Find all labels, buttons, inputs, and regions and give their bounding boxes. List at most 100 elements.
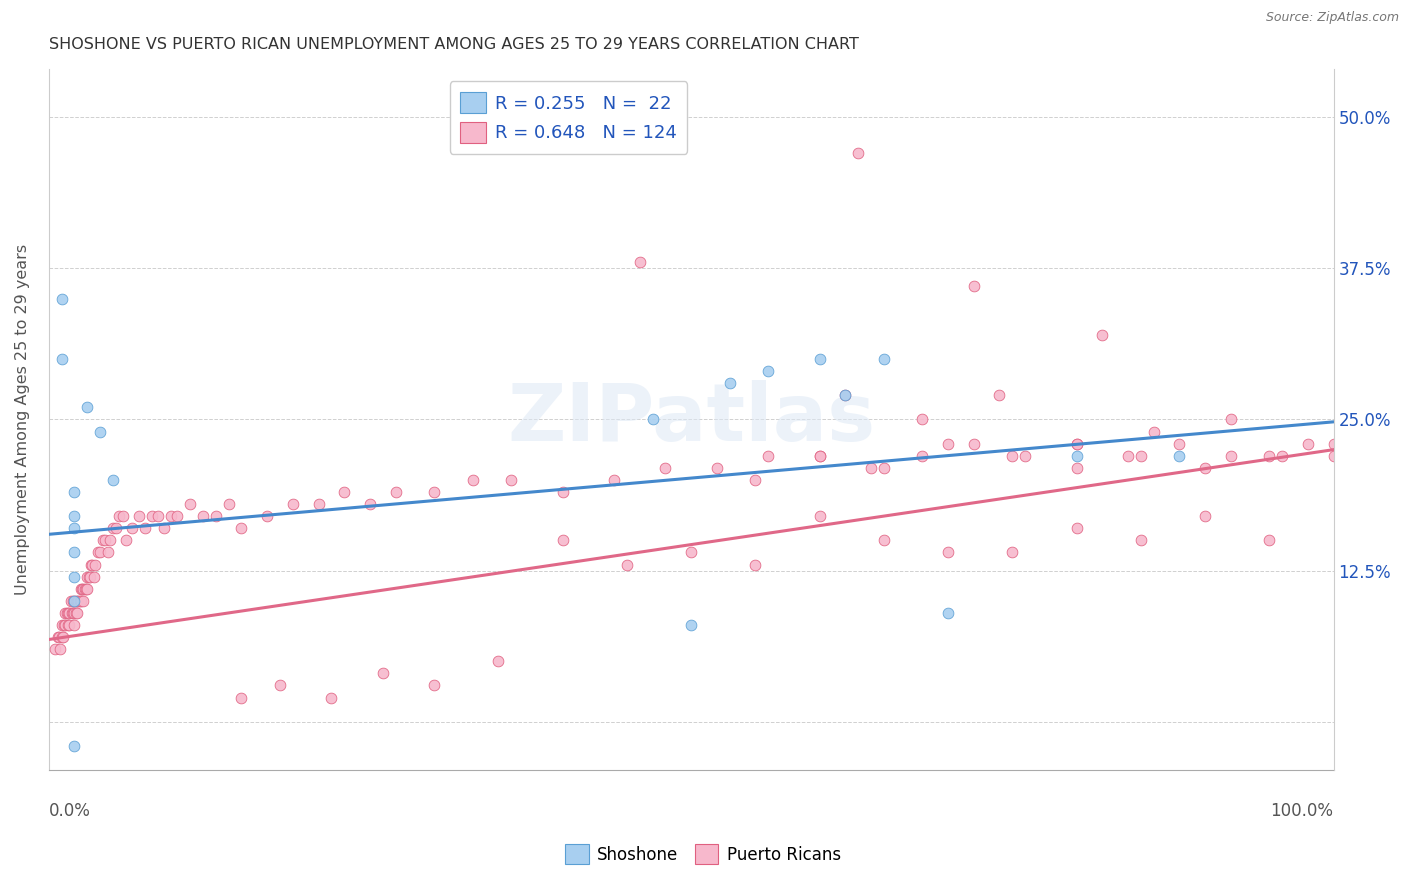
Point xyxy=(104,521,127,535)
Point xyxy=(121,521,143,535)
Point xyxy=(159,509,181,524)
Point xyxy=(654,460,676,475)
Point xyxy=(56,618,79,632)
Point xyxy=(1194,509,1216,524)
Point xyxy=(86,545,108,559)
Point xyxy=(66,606,89,620)
Point xyxy=(1168,449,1191,463)
Point xyxy=(76,569,98,583)
Point xyxy=(63,618,86,632)
Point xyxy=(988,388,1011,402)
Point xyxy=(616,558,638,572)
Point xyxy=(1066,436,1088,450)
Point xyxy=(706,460,728,475)
Point xyxy=(60,606,83,620)
Point xyxy=(101,521,124,535)
Point xyxy=(269,678,291,692)
Point xyxy=(84,558,107,572)
Point xyxy=(62,594,84,608)
Point xyxy=(63,594,86,608)
Point xyxy=(384,485,406,500)
Point xyxy=(1219,449,1241,463)
Point xyxy=(756,449,779,463)
Text: SHOSHONE VS PUERTO RICAN UNEMPLOYMENT AMONG AGES 25 TO 29 YEARS CORRELATION CHAR: SHOSHONE VS PUERTO RICAN UNEMPLOYMENT AM… xyxy=(49,37,859,53)
Point xyxy=(153,521,176,535)
Point xyxy=(936,436,959,450)
Point xyxy=(134,521,156,535)
Point xyxy=(48,630,70,644)
Point xyxy=(44,642,66,657)
Point xyxy=(75,582,97,596)
Point xyxy=(51,292,73,306)
Point xyxy=(63,569,86,583)
Point xyxy=(58,606,80,620)
Text: ZIPatlas: ZIPatlas xyxy=(508,380,876,458)
Point xyxy=(77,569,100,583)
Point xyxy=(1322,449,1344,463)
Point xyxy=(873,533,896,548)
Point xyxy=(1322,436,1344,450)
Point xyxy=(80,558,103,572)
Point xyxy=(63,606,86,620)
Point xyxy=(808,449,831,463)
Point xyxy=(97,545,120,559)
Point xyxy=(69,594,91,608)
Point xyxy=(1001,449,1024,463)
Point xyxy=(423,485,446,500)
Point xyxy=(1129,449,1152,463)
Point xyxy=(72,582,94,596)
Point xyxy=(114,533,136,548)
Point xyxy=(56,606,79,620)
Point xyxy=(1194,460,1216,475)
Point xyxy=(744,473,766,487)
Point xyxy=(76,401,98,415)
Point xyxy=(63,485,86,500)
Point xyxy=(73,582,96,596)
Point xyxy=(808,351,831,366)
Point xyxy=(63,521,86,535)
Point xyxy=(423,678,446,692)
Point xyxy=(359,497,381,511)
Point xyxy=(1014,449,1036,463)
Point xyxy=(681,618,703,632)
Point xyxy=(603,473,626,487)
Point xyxy=(101,473,124,487)
Point xyxy=(256,509,278,524)
Point xyxy=(718,376,741,391)
Point xyxy=(333,485,356,500)
Point xyxy=(146,509,169,524)
Point xyxy=(231,690,253,705)
Point xyxy=(281,497,304,511)
Point xyxy=(51,351,73,366)
Point xyxy=(70,582,93,596)
Point xyxy=(873,351,896,366)
Point xyxy=(501,473,523,487)
Point xyxy=(53,618,76,632)
Point xyxy=(551,485,574,500)
Point xyxy=(49,642,72,657)
Legend: R = 0.255   N =  22, R = 0.648   N = 124: R = 0.255 N = 22, R = 0.648 N = 124 xyxy=(450,81,688,153)
Point xyxy=(166,509,188,524)
Point xyxy=(70,594,93,608)
Point xyxy=(873,460,896,475)
Point xyxy=(46,630,69,644)
Point xyxy=(808,449,831,463)
Point xyxy=(963,279,986,293)
Point xyxy=(94,533,117,548)
Point xyxy=(756,364,779,378)
Point xyxy=(744,558,766,572)
Point xyxy=(1066,521,1088,535)
Point xyxy=(1116,449,1139,463)
Point xyxy=(89,425,111,439)
Point xyxy=(51,630,73,644)
Point xyxy=(89,545,111,559)
Point xyxy=(100,533,122,548)
Point xyxy=(1143,425,1166,439)
Point xyxy=(936,545,959,559)
Point xyxy=(1066,436,1088,450)
Point xyxy=(91,533,114,548)
Text: Source: ZipAtlas.com: Source: ZipAtlas.com xyxy=(1265,11,1399,24)
Point xyxy=(112,509,135,524)
Point xyxy=(191,509,214,524)
Point xyxy=(936,606,959,620)
